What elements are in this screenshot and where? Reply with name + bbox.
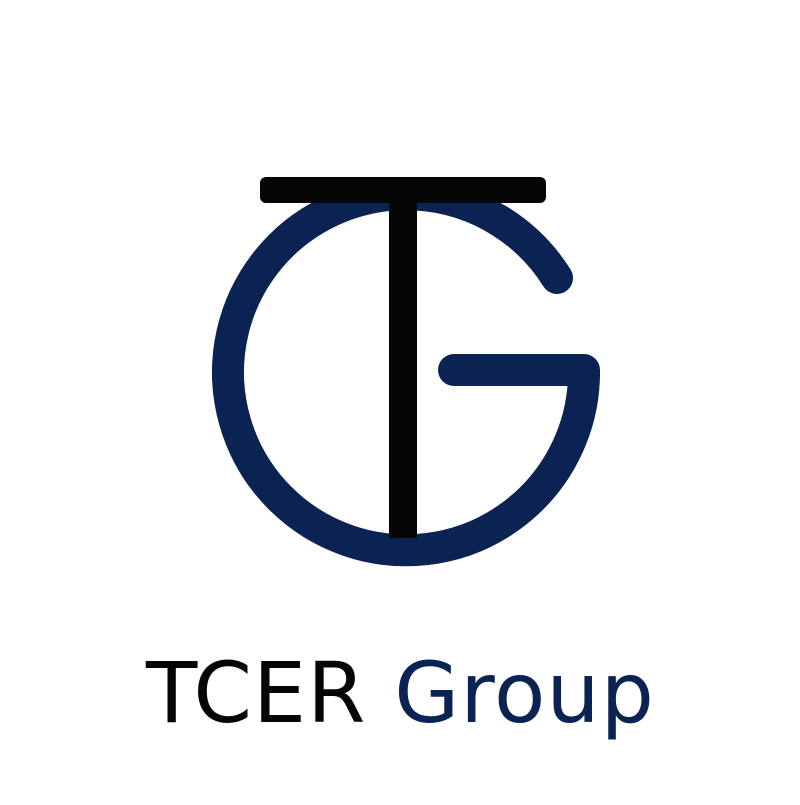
t-letter-stem: [389, 190, 417, 538]
wordmark: TCER Group: [146, 638, 655, 748]
wordmark-group: Group: [394, 644, 655, 742]
wordmark-tcer: TCER: [146, 644, 367, 742]
